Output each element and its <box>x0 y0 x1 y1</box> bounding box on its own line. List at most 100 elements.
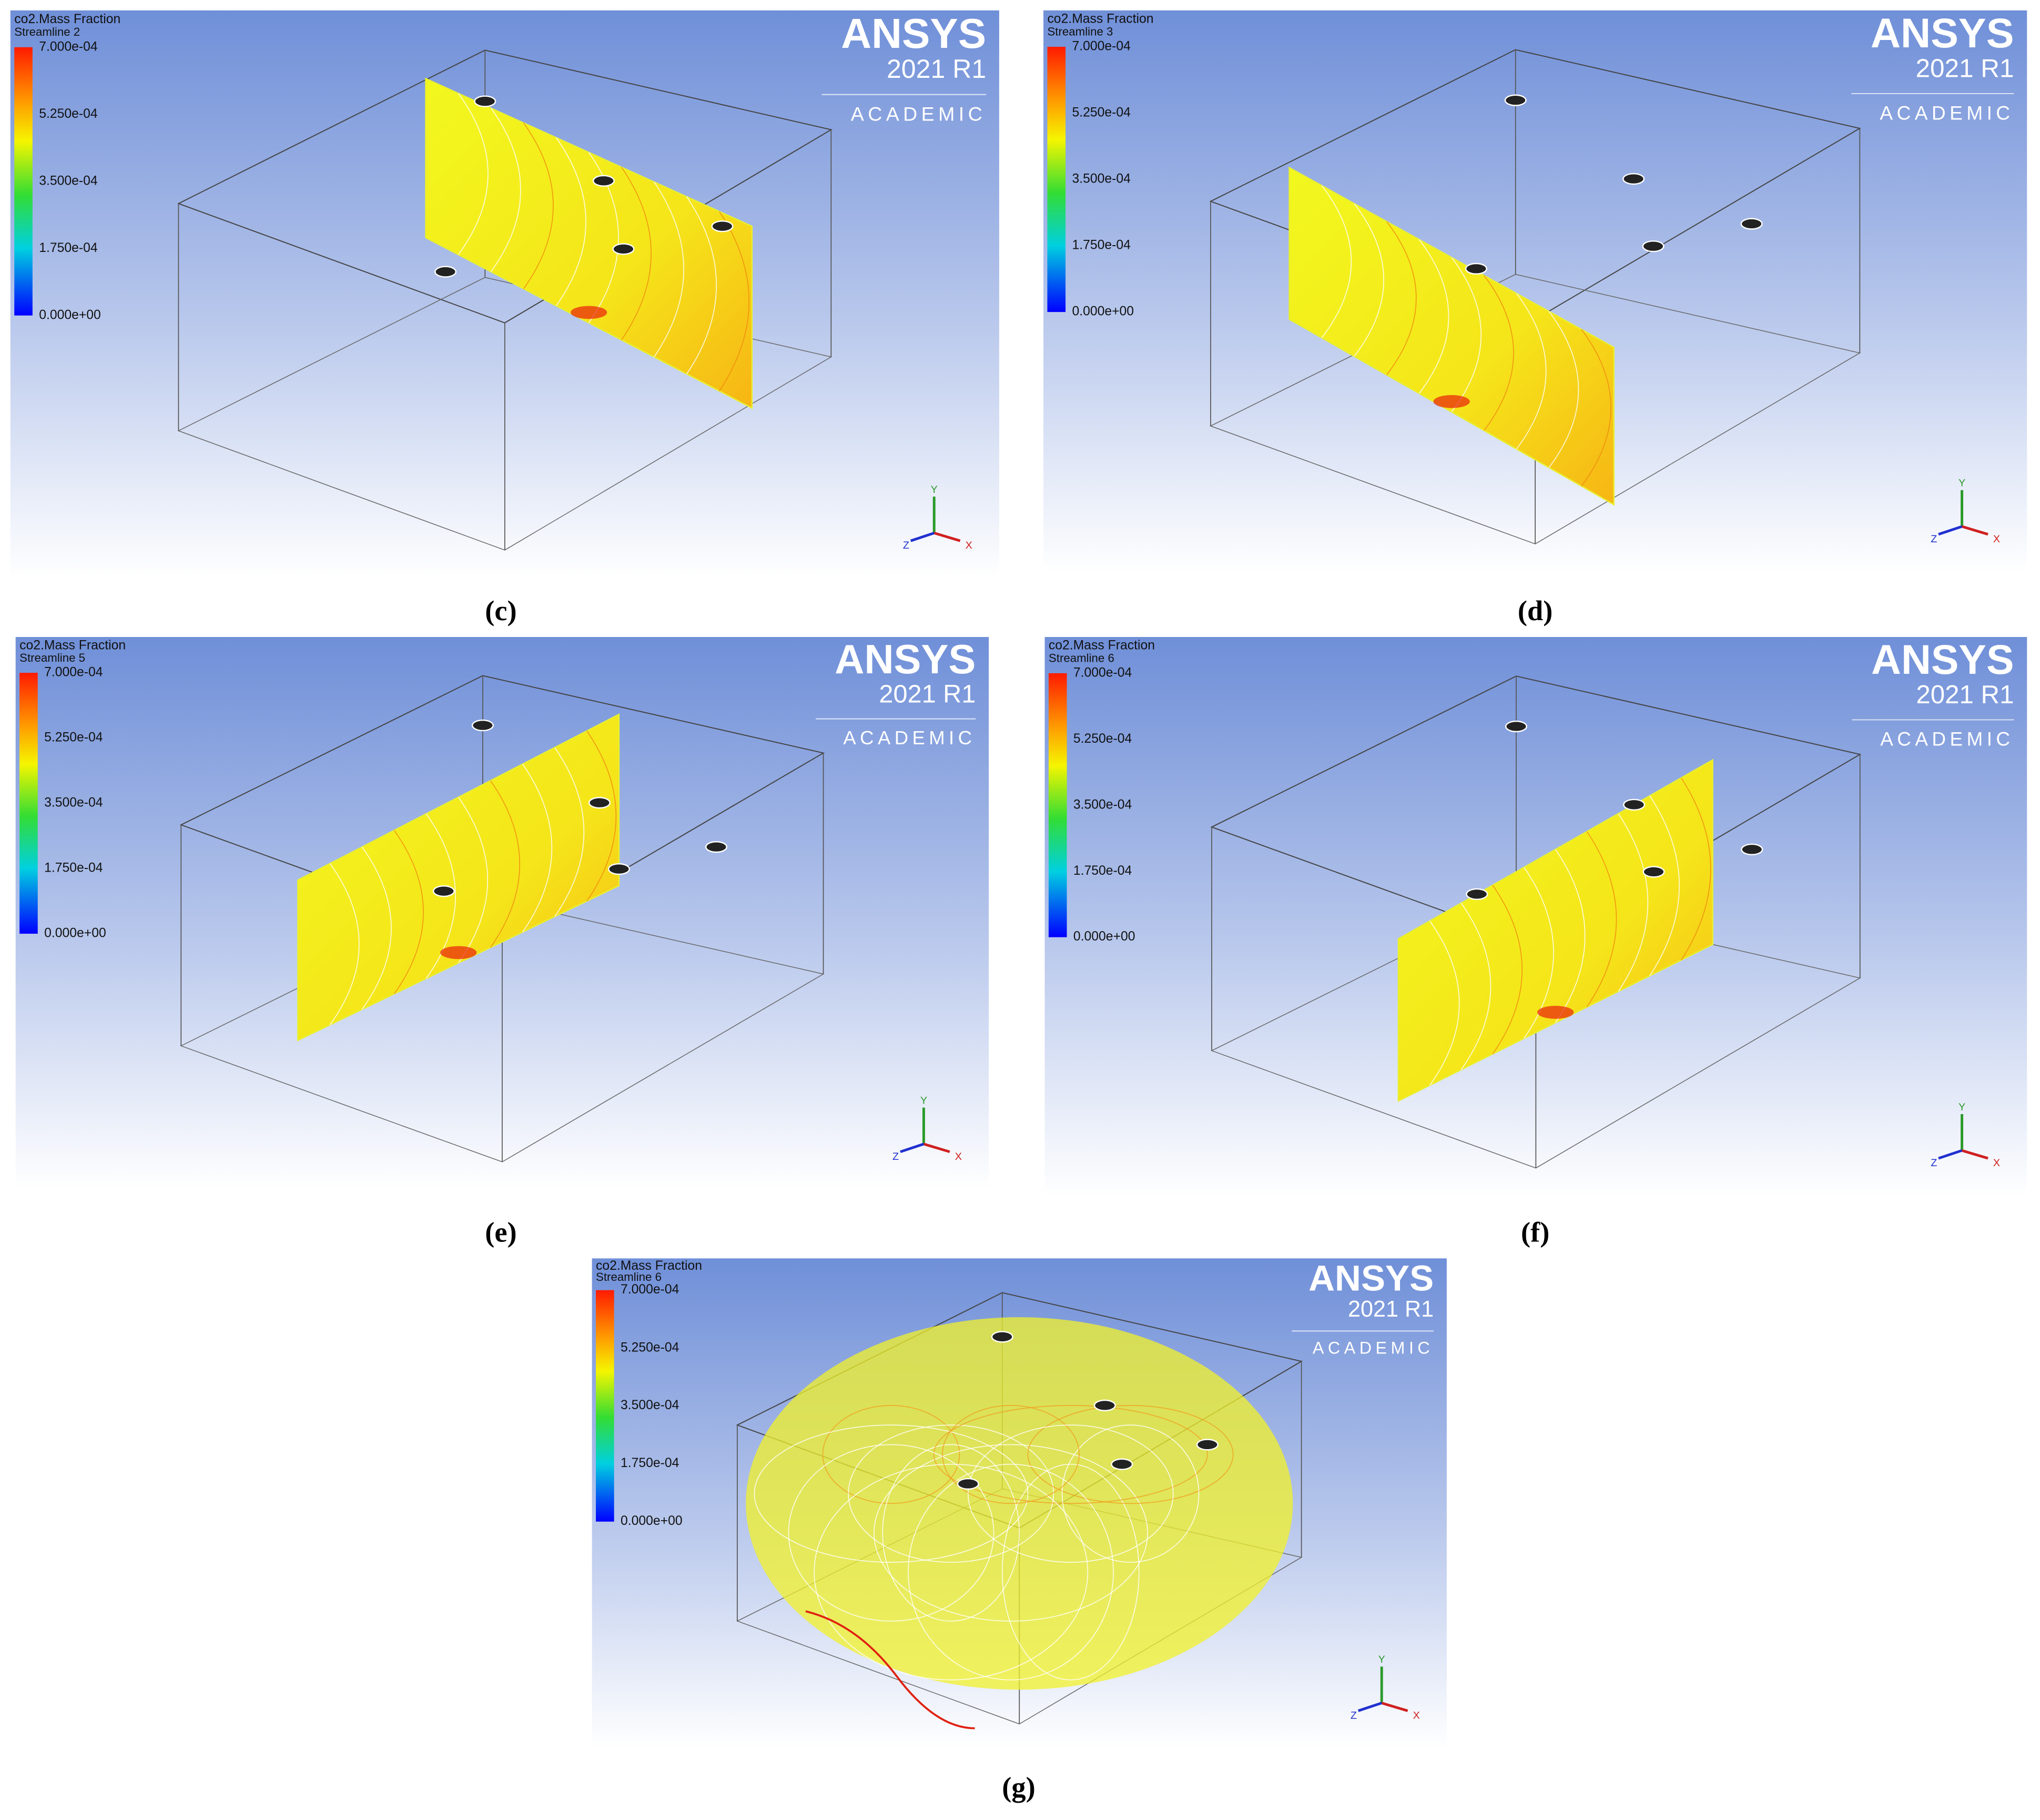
edition: ACADEMIC <box>843 727 976 749</box>
caption: (f) <box>1521 1216 1549 1248</box>
scale-label: 3.500e-04 <box>39 174 98 188</box>
streamline-sheet <box>1288 166 1615 506</box>
streamline <box>822 1404 960 1504</box>
color-bar <box>1047 46 1066 312</box>
legend-subtitle: Streamline 2 <box>14 25 80 38</box>
legend-title: co2.Mass Fraction <box>14 12 120 26</box>
streamline <box>554 747 585 917</box>
streamline <box>1451 257 1481 412</box>
streamline <box>522 764 553 933</box>
legend-title: co2.Mass Fraction <box>19 639 126 653</box>
streamline <box>1548 311 1579 468</box>
streamline <box>361 846 392 1010</box>
scale-label: 3.500e-04 <box>44 796 103 810</box>
diffuser <box>1642 240 1665 252</box>
axis-label: Y <box>1958 478 1965 489</box>
axis-label: Y <box>1958 1101 1965 1113</box>
version: 2021 R1 <box>1348 1297 1434 1322</box>
high-concentration <box>440 946 477 959</box>
scale-label: 5.250e-04 <box>39 107 98 121</box>
axis-label: X <box>1993 1157 2000 1169</box>
axis-z <box>1938 525 1963 536</box>
streamline <box>1618 813 1649 992</box>
streamline <box>874 1444 1148 1622</box>
logo: ANSYS <box>835 637 976 682</box>
scale-label: 3.500e-04 <box>621 1398 679 1412</box>
edition: ACADEMIC <box>851 103 986 125</box>
streamline <box>1027 1404 1234 1504</box>
diffuser <box>588 796 611 809</box>
scale-label: 0.000e+00 <box>44 926 106 941</box>
axis-label: Z <box>903 540 909 551</box>
streamline <box>654 181 685 358</box>
diffuser <box>1093 1399 1116 1411</box>
streamline <box>848 1424 1054 1563</box>
edition: ACADEMIC <box>1313 1338 1434 1357</box>
axis-label: X <box>1993 533 2000 545</box>
diffuser <box>991 1331 1013 1343</box>
color-bar <box>1048 673 1067 937</box>
axis-label: Y <box>1378 1654 1385 1665</box>
streamline <box>490 780 521 948</box>
streamline-sheet <box>297 713 620 1042</box>
scale-label: 5.250e-04 <box>621 1340 679 1354</box>
color-bar <box>596 1290 614 1522</box>
streamline <box>933 1404 1208 1504</box>
high-concentration <box>571 306 607 319</box>
scale-label: 7.000e-04 <box>1073 665 1132 680</box>
diffuser <box>592 175 615 187</box>
streamline <box>458 93 489 255</box>
streamline <box>458 797 489 964</box>
scale-label: 3.500e-04 <box>1073 797 1132 812</box>
diffuser <box>711 220 734 232</box>
logo: ANSYS <box>841 10 986 57</box>
streamline <box>1649 795 1680 976</box>
streamline <box>1354 203 1384 357</box>
axis-x <box>1961 525 1988 536</box>
streamline <box>1492 885 1523 1055</box>
diffuser <box>705 841 728 853</box>
color-bar <box>19 673 38 934</box>
streamline <box>586 731 617 902</box>
scale-label: 7.000e-04 <box>621 1282 679 1297</box>
streamline <box>555 137 586 306</box>
streamline <box>805 1610 975 1730</box>
diffuser <box>1466 888 1488 900</box>
version: 2021 R1 <box>887 54 986 84</box>
legend-title: co2.Mass Fraction <box>1049 639 1155 653</box>
logo: ANSYS <box>1308 1258 1434 1299</box>
scale-label: 7.000e-04 <box>39 39 98 54</box>
scale-label: 0.000e+00 <box>621 1514 683 1528</box>
streamline <box>1460 903 1491 1070</box>
streamline <box>425 813 456 979</box>
scale-label: 7.000e-04 <box>44 665 103 680</box>
diffuser <box>612 243 635 255</box>
diffuser <box>1505 720 1528 733</box>
scale-label: 7.000e-04 <box>1072 39 1131 54</box>
scale-label: 1.750e-04 <box>44 861 103 875</box>
scale-label: 0.000e+00 <box>1073 929 1135 944</box>
caption: (e) <box>485 1216 516 1248</box>
diffuser <box>432 885 455 897</box>
diffuser <box>1111 1458 1133 1470</box>
legend-title: co2.Mass Fraction <box>1047 12 1153 26</box>
streamline <box>814 1463 1089 1681</box>
axis-x <box>1381 1702 1408 1712</box>
diffuser <box>434 266 457 278</box>
streamline-sheet <box>425 77 753 409</box>
caption: (c) <box>485 595 516 626</box>
axis-z <box>900 1142 925 1154</box>
streamline <box>1001 1463 1140 1681</box>
scale-label: 5.250e-04 <box>1072 106 1131 120</box>
caption: (d) <box>1518 595 1553 626</box>
diffuser <box>1623 798 1646 811</box>
diffuser <box>1196 1439 1219 1451</box>
streamline <box>1555 849 1586 1023</box>
streamline <box>719 211 750 391</box>
axis-label: Y <box>931 484 938 496</box>
streamline <box>1484 275 1514 431</box>
